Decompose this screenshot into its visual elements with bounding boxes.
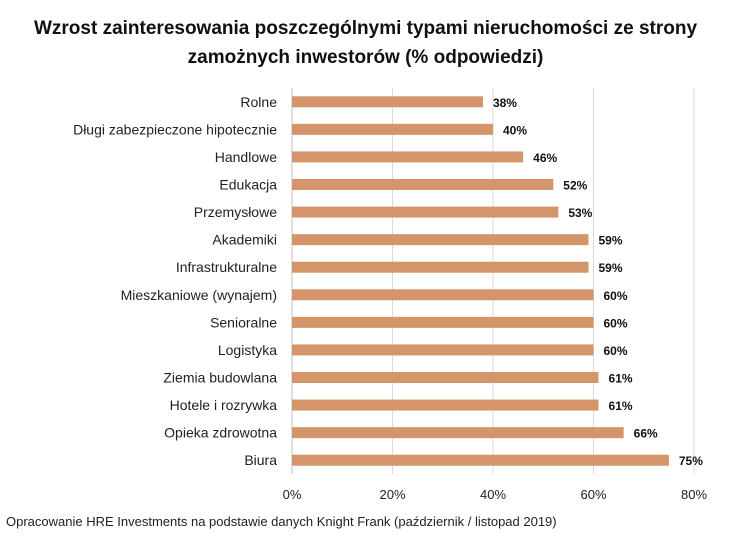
- category-label: Handlowe: [215, 149, 277, 165]
- bar: [292, 427, 624, 439]
- category-label: Ziemia budowlana: [163, 370, 277, 386]
- bar: [292, 179, 554, 190]
- bar: [292, 316, 594, 328]
- data-label: 52%: [563, 179, 587, 193]
- data-label: 59%: [598, 261, 622, 275]
- bar: [292, 96, 483, 108]
- chart-title-line-2: zamożnych inwestorów (% odpowiedzi): [187, 47, 544, 68]
- data-label: 61%: [609, 372, 633, 386]
- bar: [292, 399, 599, 411]
- x-tick-label: 0%: [283, 487, 302, 502]
- data-label: 38%: [493, 96, 517, 110]
- x-tick-label: 40%: [480, 487, 506, 502]
- bars: [292, 96, 669, 466]
- data-label: 61%: [609, 399, 633, 413]
- category-label: Rolne: [240, 94, 277, 110]
- gridlines: [291, 88, 695, 474]
- category-label: Przemysłowe: [194, 204, 277, 220]
- data-label: 40%: [503, 123, 527, 137]
- bar: [292, 261, 589, 273]
- data-label: 46%: [533, 151, 557, 165]
- bar: [292, 344, 594, 356]
- data-label: 60%: [604, 316, 628, 330]
- bar: [292, 206, 559, 218]
- category-label: Infrastrukturalne: [176, 259, 277, 275]
- category-label: Senioralne: [210, 314, 277, 330]
- bar: [292, 234, 589, 246]
- category-label: Edukacja: [219, 177, 277, 193]
- data-label: 60%: [604, 344, 628, 358]
- x-tick-label: 60%: [580, 487, 606, 502]
- labels: 0% 20% 40% 60% 80% Rolne 38% Długi zabezpieczon…: [73, 94, 707, 502]
- data-label: 53%: [568, 206, 592, 220]
- source-note: Opracowanie HRE Investments na podstawie…: [6, 514, 557, 529]
- category-label: Opieka zdrowotna: [164, 425, 277, 441]
- bar: [292, 289, 594, 301]
- category-label: Akademiki: [212, 232, 277, 248]
- category-label: Długi zabezpieczone hipotecznie: [73, 121, 277, 137]
- bar: [292, 123, 493, 135]
- category-label: Mieszkaniowe (wynajem): [121, 287, 277, 303]
- bar: [292, 151, 524, 163]
- category-label: Hotele i rozrywka: [170, 397, 278, 413]
- chart-title-line-1: Wzrost zainteresowania poszczególnymi ty…: [33, 18, 698, 39]
- bar: [292, 454, 669, 466]
- x-tick-label: 20%: [379, 487, 405, 502]
- chart-title: Wzrost zainteresowania poszczególnymi ty…: [0, 14, 731, 72]
- bar: [292, 372, 599, 383]
- data-label: 60%: [604, 289, 628, 303]
- data-label: 66%: [634, 427, 658, 441]
- x-tick-label: 80%: [681, 487, 707, 502]
- data-label: 59%: [598, 234, 622, 248]
- category-label: Biura: [244, 452, 277, 468]
- category-label: Logistyka: [218, 342, 277, 358]
- data-label: 75%: [679, 454, 703, 468]
